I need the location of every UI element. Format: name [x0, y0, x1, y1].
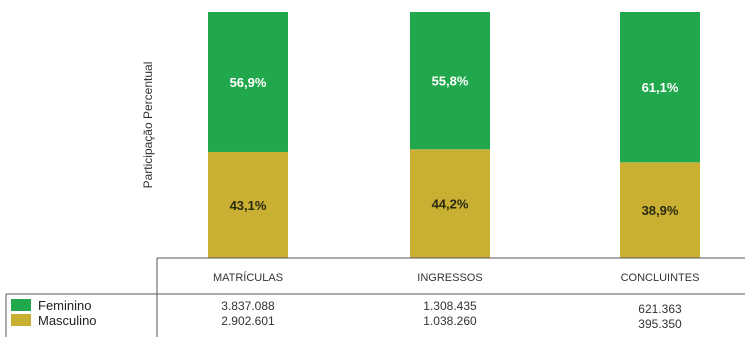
table-cell-feminino: 3.837.088: [221, 299, 275, 313]
data-table: MATRÍCULAS INGRESSOS CONCLUINTES Feminino 3.…: [5, 257, 745, 337]
bar-value-label: 61,1%: [642, 80, 679, 95]
bar-masculino-3: [620, 162, 700, 258]
legend-swatch-masculino: [11, 314, 31, 326]
bar-feminino-1: [208, 12, 288, 152]
bar-feminino-2: [410, 12, 490, 150]
category-label: INGRESSOS: [417, 272, 482, 284]
bar-masculino-2: [410, 149, 490, 258]
table-cell-masculino: 2.902.601: [221, 314, 275, 328]
table-cell-feminino: 1.308.435: [423, 299, 477, 313]
bar-value-label: 55,8%: [432, 74, 469, 89]
legend-label-masculino: Masculino: [38, 313, 97, 328]
bar-feminino-3: [620, 12, 700, 163]
legend-label-feminino: Feminino: [38, 298, 91, 313]
bar-value-label: 44,2%: [432, 197, 469, 212]
y-axis-label: Participação Percentual: [141, 62, 155, 189]
table-cell-masculino: 395.350: [638, 317, 682, 331]
bar-value-label: 56,9%: [230, 75, 267, 90]
bar-value-label: 43,1%: [230, 198, 267, 213]
bars-group: 43,1% 56,9% 44,2% 55,8% 38,9% 61,1%: [208, 12, 700, 258]
table-cell-masculino: 1.038.260: [423, 314, 477, 328]
legend-swatch-feminino: [11, 299, 31, 311]
category-label: MATRÍCULAS: [213, 271, 283, 284]
bar-masculino-1: [208, 151, 288, 258]
table-cell-feminino: 621.363: [638, 302, 682, 316]
category-label: CONCLUINTES: [621, 272, 700, 284]
bar-value-label: 38,9%: [642, 203, 679, 218]
